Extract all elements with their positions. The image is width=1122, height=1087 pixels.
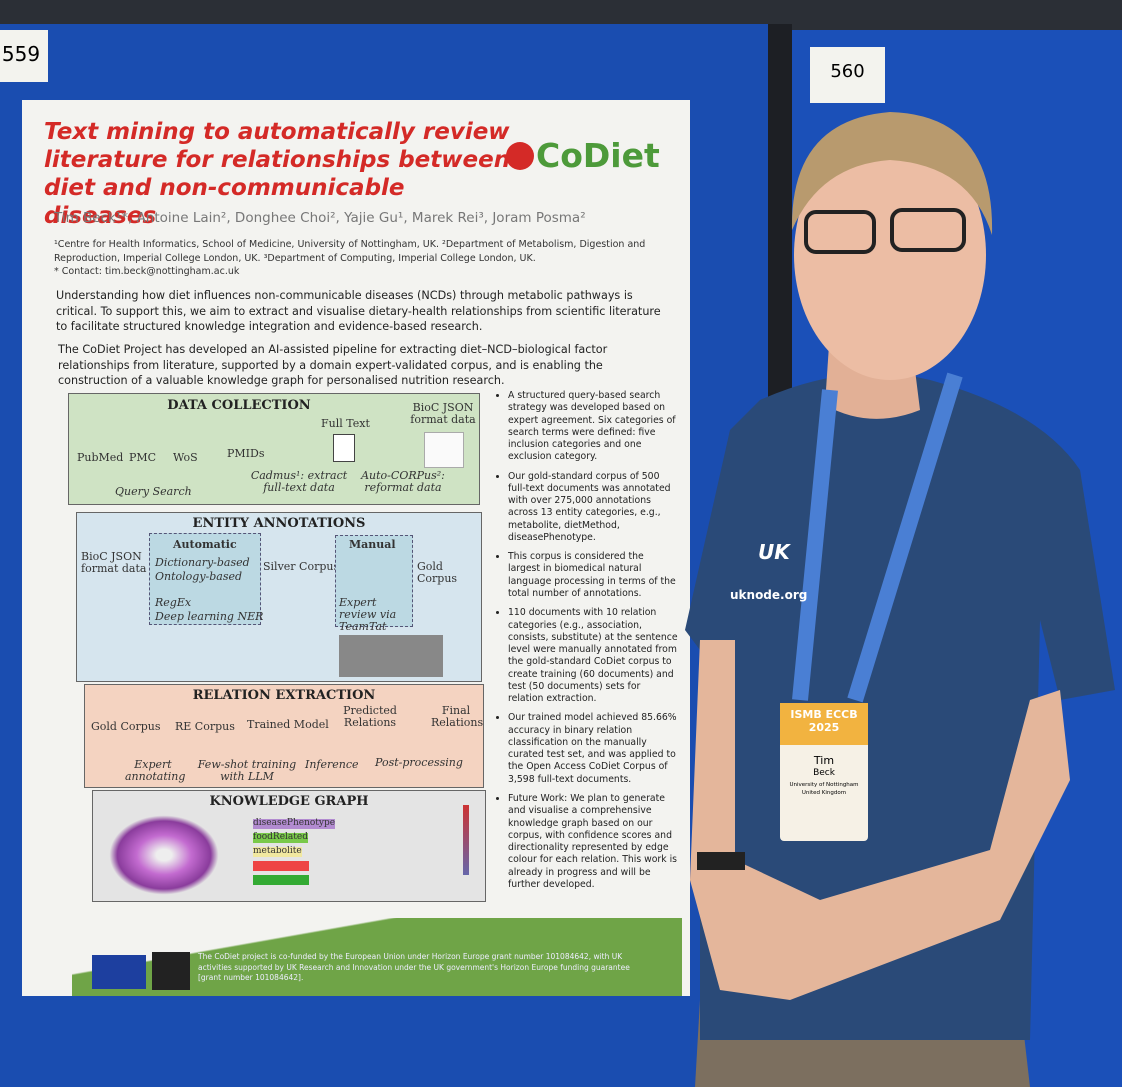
badge-last-name: Beck (813, 768, 835, 778)
legend-swatch (253, 875, 309, 885)
glasses-left (804, 210, 876, 254)
intro: Understanding how diet influences non-co… (56, 289, 661, 334)
source: PubMed (77, 451, 124, 464)
bullet-list: A structured query-based search strategy… (496, 390, 678, 891)
bullets: A structured query-based search strategy… (496, 390, 678, 898)
bullet: Our gold-standard corpus of 500 full-tex… (508, 471, 678, 545)
method: RegEx (155, 596, 192, 609)
action: Inference (305, 758, 359, 771)
step: Predicted Relations (343, 704, 397, 730)
step: Trained Model (247, 718, 329, 731)
shirt-logo: UK (758, 540, 790, 564)
relation-box: RELATION EXTRACTION Gold Corpus RE Corpu… (84, 684, 484, 788)
arm (690, 640, 1070, 1000)
logo-apple (506, 142, 534, 170)
authors: Tim Beck¹*, Antoine Lain², Donghee Choi²… (54, 210, 586, 226)
poster-title: Text mining to automatically review lite… (44, 119, 511, 230)
kg-box: KNOWLEDGE GRAPH diseasePhenotype foodRel… (92, 790, 486, 902)
graph-cluster (109, 815, 219, 895)
source: PMC (129, 451, 157, 464)
board-number: 559 (0, 30, 48, 82)
query-search: Query Search (115, 485, 192, 498)
eu-flag (92, 955, 146, 989)
glasses-right (890, 208, 966, 252)
bullet: Future Work: We plan to generate and vis… (508, 793, 678, 891)
input: BioC JSON format data (81, 550, 147, 576)
badge-country: United Kingdom (801, 790, 847, 796)
badge-affiliation: University of Nottingham (789, 782, 859, 788)
source: WoS (173, 451, 198, 464)
manual-box (335, 535, 413, 627)
section-title: KNOWLEDGE GRAPH (209, 794, 369, 809)
color-scale (463, 805, 469, 875)
full-text: Full Text (321, 417, 370, 430)
contact: * Contact: tim.beck@nottingham.ac.uk (54, 266, 240, 277)
review: Expert review via TeamTat (339, 596, 397, 634)
pmids: PMIDs (227, 447, 265, 460)
badge-first-name: Tim (813, 754, 835, 767)
poster: Text mining to automatically review lite… (22, 100, 690, 996)
funding: The CoDiet project is co-funded by the E… (198, 952, 630, 982)
entity-box: ENTITY ANNOTATIONS BioC JSON format data… (76, 512, 482, 682)
bullet: Our trained model achieved 85.66% accura… (508, 712, 678, 786)
badge-event: ISMB ECCB 2025 (790, 708, 858, 734)
shirt-url: uknode.org (730, 588, 808, 602)
bullet: 110 documents with 10 relation categorie… (508, 607, 678, 705)
method: Deep learning NER (155, 610, 264, 623)
logo: CoDiet (536, 136, 660, 175)
automatic-box (149, 533, 261, 625)
legend-item: foodRelated (253, 832, 308, 843)
watch (697, 852, 745, 870)
step: RE Corpus (175, 720, 235, 733)
silver: Silver Corpus (263, 560, 340, 573)
cadmus: Cadmus¹: extract full-text data (250, 469, 348, 495)
automatic: Automatic (173, 538, 237, 551)
badge-header (780, 703, 868, 745)
lanyard (792, 372, 963, 703)
teamtat-screenshot (339, 635, 443, 677)
bullet: A structured query-based search strategy… (508, 390, 678, 464)
autocorpus: Auto-CORPus²: reformat data (361, 469, 445, 495)
step: Final Relations (431, 704, 484, 730)
method: Dictionary-based (155, 556, 250, 569)
step: Gold Corpus (91, 720, 161, 733)
method: Ontology-based (155, 570, 243, 583)
project: The CoDiet Project has developed an AI-a… (58, 343, 608, 388)
legend-item: metabolite (253, 846, 302, 857)
manual: Manual (349, 538, 396, 551)
action: Few-shot training with LLM (197, 758, 297, 784)
ukri-logo (152, 952, 190, 990)
section-title: ENTITY ANNOTATIONS (192, 516, 366, 531)
head (794, 130, 986, 380)
documents-icon (333, 434, 355, 462)
action: Post-processing (375, 756, 463, 769)
section-title: DATA COLLECTION (167, 398, 311, 413)
hair (791, 112, 993, 235)
data-collection-box: DATA COLLECTION PubMed PMC WoS PMIDs Ful… (68, 393, 480, 505)
bioc: BioC JSON format data (410, 401, 476, 427)
gold: Gold Corpus (417, 560, 458, 586)
legend-swatch (253, 861, 309, 871)
affiliations: ¹Centre for Health Informatics, School o… (54, 239, 646, 264)
bullet: This corpus is considered the largest in… (508, 551, 678, 600)
action: Expert annotating (125, 758, 186, 784)
board-number: 560 (810, 47, 885, 103)
legend-item: diseasePhenotype (253, 818, 336, 829)
screenshot (424, 432, 464, 468)
section-title: RELATION EXTRACTION (192, 688, 376, 703)
